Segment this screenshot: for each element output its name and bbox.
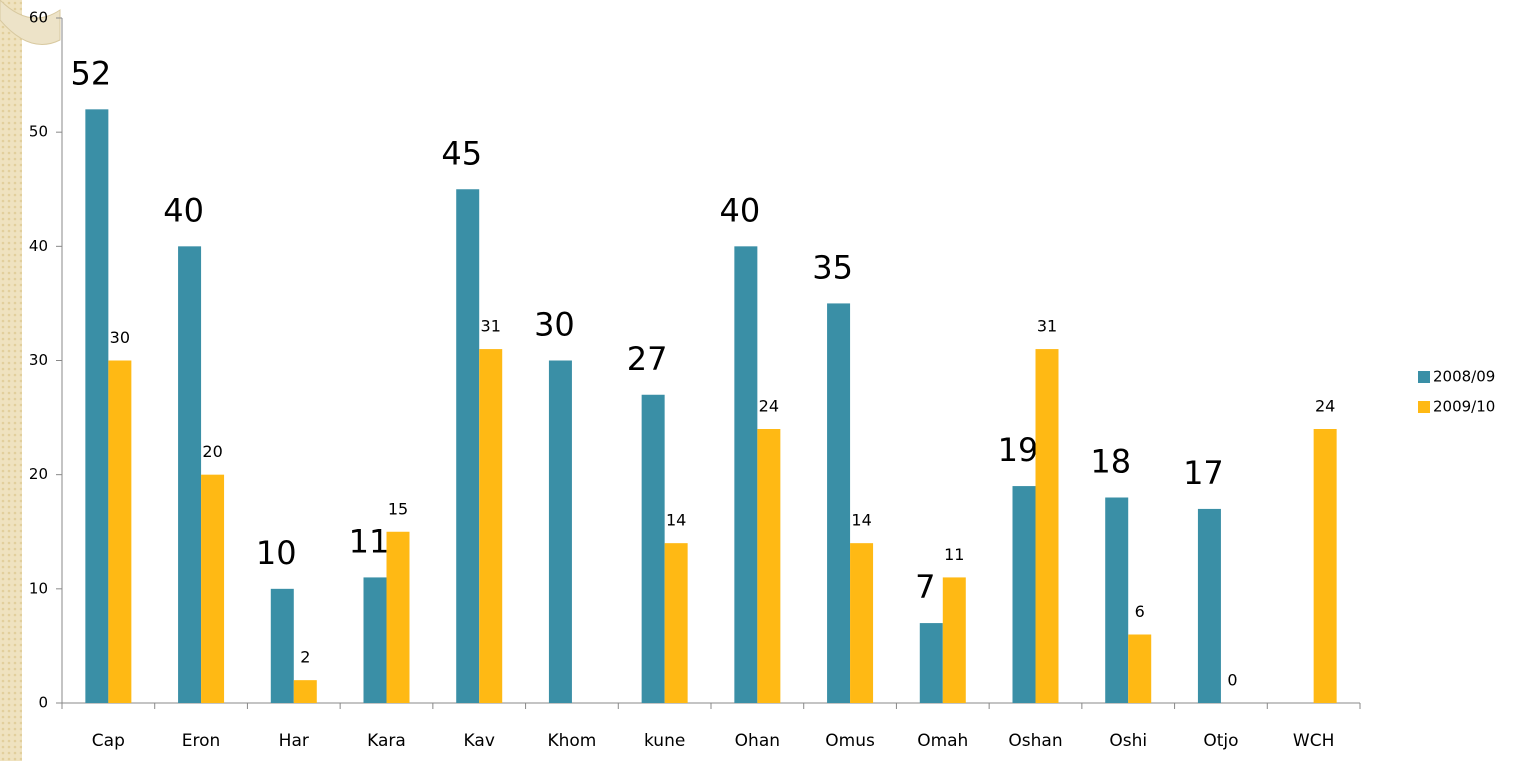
bar: [1197, 508, 1221, 703]
legend-swatch: [1418, 371, 1430, 383]
data-label: 14: [666, 511, 686, 530]
data-label: 40: [719, 191, 760, 229]
bar: [942, 577, 966, 703]
bar: [85, 109, 109, 704]
y-tick-label: 20: [29, 465, 48, 483]
data-label: 45: [441, 134, 482, 172]
data-label: 15: [388, 499, 408, 518]
data-label: 10: [256, 534, 297, 572]
data-label: 14: [851, 511, 871, 530]
data-label: 40: [163, 191, 204, 229]
data-label: 31: [481, 317, 501, 336]
y-tick-label: 30: [29, 351, 48, 369]
x-tick-label: Otjo: [1203, 731, 1238, 751]
bar: [1313, 429, 1337, 703]
y-tick-label: 10: [29, 579, 48, 597]
bar: [1128, 634, 1152, 703]
bar: [850, 543, 874, 703]
bar: [386, 531, 410, 703]
x-tick-label: Kav: [464, 731, 495, 751]
data-label: 30: [534, 306, 575, 344]
bar: [363, 577, 387, 703]
corner-ornament: [0, 0, 61, 45]
data-label: 2: [300, 648, 310, 667]
data-label: 0: [1227, 671, 1237, 690]
y-tick-label: 50: [29, 123, 48, 141]
data-label: 7: [915, 568, 935, 606]
bar: [293, 680, 317, 703]
legend-swatch: [1418, 401, 1430, 413]
bar: [827, 303, 851, 703]
bar: [108, 360, 132, 703]
bar: [548, 360, 572, 703]
data-label: 31: [1037, 317, 1057, 336]
data-label: 35: [812, 248, 853, 286]
bar: [919, 623, 943, 703]
x-tick-label: Khom: [547, 731, 596, 751]
data-label: 11: [944, 545, 964, 564]
x-tick-label: Ohan: [735, 731, 780, 751]
data-label: 19: [998, 431, 1039, 469]
bar: [664, 543, 688, 703]
x-tick-label: Oshan: [1008, 731, 1062, 751]
data-label: 30: [110, 328, 130, 347]
data-label: 6: [1135, 602, 1145, 621]
x-tick-label: Kara: [367, 731, 406, 751]
bar: [479, 349, 503, 703]
bar: [178, 246, 202, 704]
x-tick-label: Oshi: [1109, 731, 1147, 751]
bar: [641, 394, 665, 703]
data-label: 27: [627, 340, 668, 378]
x-tick-label: Omah: [917, 731, 968, 751]
x-tick-label: Cap: [92, 731, 125, 751]
data-label: 24: [1315, 397, 1335, 416]
y-tick-label: 0: [38, 694, 48, 712]
x-tick-label: Omus: [825, 731, 875, 751]
bar: [270, 588, 294, 703]
x-tick-label: Eron: [182, 731, 221, 751]
x-tick-label: kune: [644, 731, 685, 751]
bar: [1105, 497, 1129, 703]
bar: [757, 429, 781, 703]
bar: [734, 246, 758, 704]
data-label: 18: [1090, 443, 1131, 481]
x-tick-label: Har: [279, 731, 309, 751]
data-label: 11: [349, 522, 390, 560]
y-tick-label: 60: [29, 9, 48, 27]
data-label: 52: [70, 54, 111, 92]
data-label: 17: [1183, 454, 1224, 492]
x-tick-label: WCH: [1293, 731, 1334, 751]
y-tick-label: 40: [29, 237, 48, 255]
bar: [1012, 486, 1036, 703]
data-label: 24: [759, 397, 779, 416]
bar: [201, 474, 225, 703]
legend-label: 2009/10: [1433, 398, 1495, 416]
bar: [456, 189, 480, 703]
legend-label: 2008/09: [1433, 368, 1495, 386]
data-label: 20: [202, 442, 222, 461]
bar: [1035, 349, 1059, 703]
side-strip: [0, 0, 22, 761]
